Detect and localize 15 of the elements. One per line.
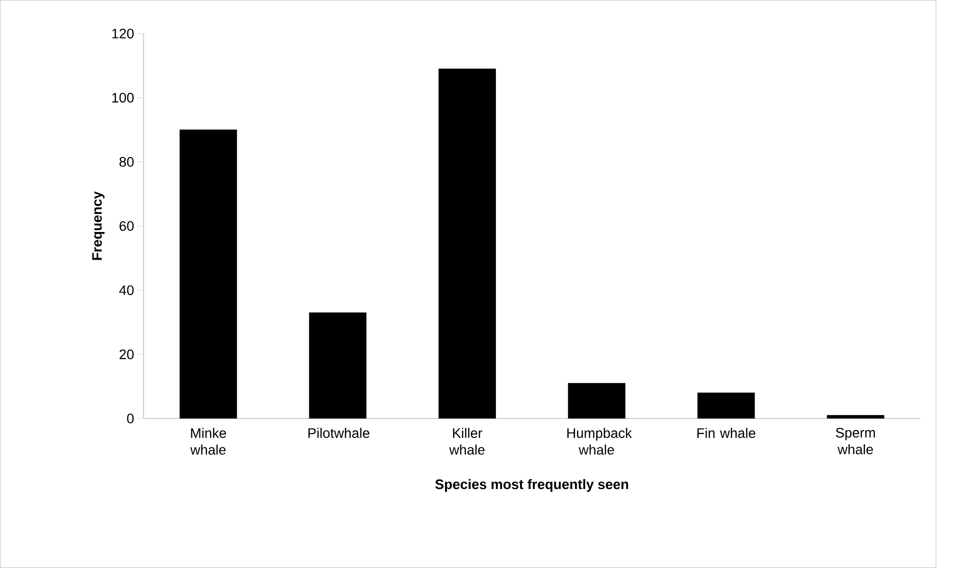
x-tick-label: Humpback whale [567, 428, 632, 455]
x-tick-label: Pilotwhale [308, 428, 370, 438]
x-tick-label: Fin whale [697, 428, 756, 438]
x-tick-label: Killer whale [449, 428, 485, 455]
y-tick-label: 100 [112, 92, 134, 103]
x-axis-title: Species most frequently seen [435, 479, 628, 492]
y-tick-label: 0 [127, 414, 134, 424]
y-tick-label: 20 [120, 349, 134, 360]
x-tick-label: Sperm whale [836, 428, 875, 454]
y-tick-label: 60 [120, 221, 134, 231]
y-tick-label: 80 [120, 157, 134, 167]
x-tick-label: Minke whale [190, 428, 226, 455]
y-tick-label: 40 [119, 285, 134, 296]
y-tick-label: 120 [112, 28, 134, 38]
y-axis-title: Frequency [92, 191, 105, 260]
